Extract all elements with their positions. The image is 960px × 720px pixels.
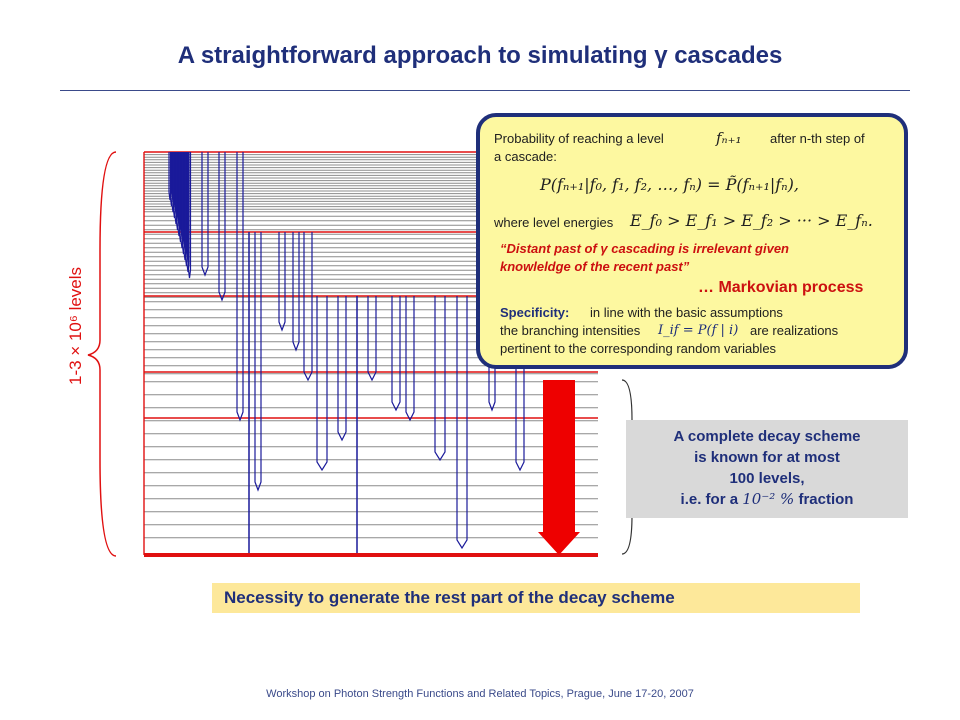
cascade-transitions: [168, 152, 525, 555]
quote-line-1: “Distant past of γ cascading is irreleva…: [500, 241, 789, 256]
transition-path: [201, 152, 209, 277]
page-title: A straightforward approach to simulating…: [177, 42, 783, 69]
energy-ordering: E_f₀ > E_f₁ > E_f₂ > ··· > E_fₙ.: [630, 211, 873, 230]
decay-scheme-note: A complete decay scheme is known for at …: [626, 420, 908, 518]
markov-equation: P(fₙ₊₁|f₀, f₁, f₂, …, fₙ) = P̃(fₙ₊₁|fₙ),: [540, 175, 799, 194]
necessity-banner: Necessity to generate the rest part of t…: [212, 583, 860, 613]
transition-path: [515, 296, 525, 472]
levels-count-label: 1-3 × 10⁶ levels: [66, 266, 85, 385]
transition-path: [236, 152, 244, 422]
specificity-line-2: the branching intensities: [500, 323, 641, 338]
transition-path: [278, 232, 286, 332]
specificity-line-1: in line with the basic assumptions: [590, 305, 783, 320]
transition-path: [187, 152, 192, 279]
main-decay-arrow: [538, 380, 580, 555]
branching-formula: I_if = P(f | i): [658, 323, 739, 338]
decay-note-line-1: A complete decay scheme: [673, 428, 861, 445]
specificity-line-3: pertinent to the corresponding random va…: [500, 341, 777, 356]
transition-path: [337, 296, 347, 442]
transition-path: [254, 232, 262, 492]
transition-path: [218, 152, 226, 302]
probability-text-tail: after n-th step of: [770, 131, 865, 146]
decay-note-line-4: i.e. for a 10⁻² % fraction: [680, 490, 854, 508]
transition-path: [367, 296, 377, 382]
footer-text: Workshop on Photon Strength Functions an…: [266, 688, 694, 700]
transition-path: [434, 296, 446, 462]
transition-path: [292, 232, 300, 352]
quote-line-2: knowleldge of the recent past”: [500, 259, 690, 274]
probability-text: Probability of reaching a level: [494, 131, 664, 146]
transition-path: [391, 296, 401, 412]
transition-path: [316, 296, 328, 472]
transition-path: [303, 232, 313, 382]
specificity-label: Specificity:: [500, 305, 570, 320]
level-variable: fₙ₊₁: [716, 129, 742, 147]
specificity-line-2-tail: are realizations: [750, 323, 839, 338]
markovian-process-label: … Markovian process: [698, 279, 864, 296]
title-divider: [60, 90, 910, 91]
energies-text: where level energies: [494, 215, 614, 230]
decay-note-line-3: 100 levels,: [729, 470, 805, 487]
decay-note-line-2: is known for at most: [694, 449, 840, 466]
transition-path: [456, 296, 468, 550]
markovian-callout: Probability of reaching a level fₙ₊₁ aft…: [476, 113, 908, 369]
probability-text-line2: a cascade:: [494, 149, 557, 164]
left-brace: [87, 151, 117, 557]
transition-path: [405, 296, 415, 422]
